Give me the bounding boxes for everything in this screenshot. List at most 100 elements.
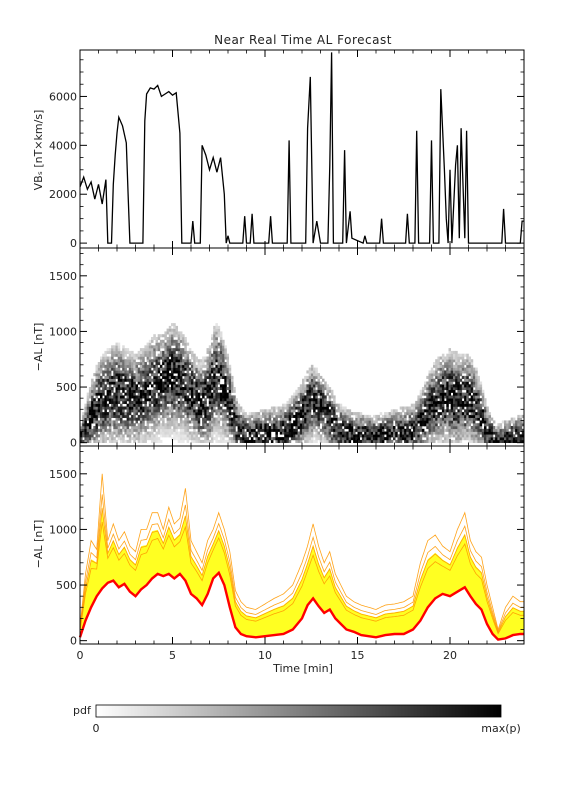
pdf-cell — [133, 389, 136, 393]
pdf-cell — [111, 387, 114, 391]
pdf-cell — [144, 431, 147, 435]
pdf-cell — [453, 367, 456, 371]
pdf-cell — [231, 389, 234, 393]
pdf-cell — [126, 403, 130, 407]
pdf-cell — [470, 398, 474, 402]
pdf-cell — [306, 417, 309, 421]
pdf-cell — [386, 420, 389, 424]
pdf-cell — [151, 359, 154, 363]
pdf-cell — [310, 406, 314, 410]
pdf-cell — [417, 437, 420, 441]
forecast-envelope-lines — [79, 473, 524, 635]
pdf-cell — [217, 342, 221, 346]
pdf-cell — [490, 439, 494, 443]
pdf-cell — [399, 439, 403, 443]
pdf-cell — [168, 348, 172, 352]
pdf-cell — [353, 439, 356, 443]
pdf-cell — [457, 353, 460, 357]
pdf-cell — [315, 434, 318, 438]
pdf-cell — [86, 409, 90, 413]
pdf-cell — [446, 359, 449, 363]
pdf-cell — [122, 426, 125, 430]
pdf-cell — [175, 359, 179, 363]
pdf-cell — [137, 431, 141, 435]
pdf-cell — [148, 409, 152, 413]
pdf-cell — [226, 395, 230, 399]
pdf-cell — [177, 334, 181, 338]
pdf-cell — [182, 334, 185, 338]
pdf-cell — [357, 412, 361, 416]
pdf-cell — [166, 359, 170, 363]
pdf-cell — [195, 420, 198, 424]
pdf-cell — [248, 412, 252, 416]
pdf-cell — [284, 434, 287, 438]
pdf-cell — [446, 423, 449, 427]
pdf-cell — [377, 428, 381, 432]
pdf-cell — [197, 412, 201, 416]
pdf-cell — [117, 389, 121, 393]
pdf-cell — [111, 412, 114, 416]
pdf-cell — [364, 428, 367, 432]
pdf-cell — [470, 403, 474, 407]
pdf-cell — [330, 439, 334, 443]
pdf-cell — [153, 375, 156, 379]
pdf-cell — [466, 373, 469, 377]
pdf-cell — [173, 378, 176, 382]
pdf-cell — [304, 431, 307, 435]
pdf-cell — [441, 431, 445, 435]
pdf-cell — [486, 431, 489, 435]
pdf-cell — [80, 439, 83, 443]
pdf-cell — [344, 434, 347, 438]
pdf-cell — [231, 403, 234, 407]
pdf-cell — [175, 414, 179, 418]
pdf-cell — [164, 378, 167, 382]
pdf-cell — [368, 439, 372, 443]
pdf-cell — [146, 409, 150, 413]
pdf-cell — [226, 387, 230, 391]
pdf-cell — [339, 431, 343, 435]
pdf-cell — [237, 420, 241, 424]
pdf-cell — [488, 412, 492, 416]
pdf-cell — [453, 359, 456, 363]
pdf-cell — [262, 412, 265, 416]
pdf-cell — [128, 384, 132, 388]
pdf-cell — [177, 367, 181, 371]
pdf-cell — [399, 437, 403, 441]
pdf-cell — [310, 414, 314, 418]
pdf-cell — [413, 417, 416, 421]
pdf-cell — [253, 423, 256, 427]
pdf-cell — [97, 414, 101, 418]
pdf-cell — [379, 426, 383, 430]
pdf-cell — [357, 423, 361, 427]
pdf-cell — [430, 423, 434, 427]
pdf-cell — [517, 437, 520, 441]
pdf-cell — [339, 417, 343, 421]
pdf-cell — [284, 439, 287, 443]
pdf-cell — [113, 375, 116, 379]
pdf-cell — [486, 412, 489, 416]
pdf-cell — [475, 406, 478, 410]
pdf-cell — [155, 384, 159, 388]
pdf-cell — [162, 373, 165, 377]
pdf-cell — [153, 387, 156, 391]
pdf-cell — [324, 431, 327, 435]
pdf-cell — [441, 384, 445, 388]
pdf-cell — [268, 434, 272, 438]
pdf-cell — [266, 423, 270, 427]
pdf-cell — [310, 398, 314, 402]
pdf-cell — [450, 373, 454, 377]
pdf-cell — [286, 423, 290, 427]
pdf-cell — [475, 392, 478, 396]
pdf-cell — [175, 428, 179, 432]
pdf-cell — [428, 389, 432, 393]
pdf-cell — [439, 373, 443, 377]
pdf-cell — [433, 417, 436, 421]
y-tick-label: 0 — [70, 635, 77, 648]
pdf-cell — [191, 373, 194, 377]
pdf-cell — [328, 409, 332, 413]
pdf-cell — [97, 428, 101, 432]
pdf-cell — [102, 381, 105, 385]
pdf-cell — [171, 387, 174, 391]
pdf-cell — [264, 409, 267, 413]
pdf-cell — [191, 409, 194, 413]
